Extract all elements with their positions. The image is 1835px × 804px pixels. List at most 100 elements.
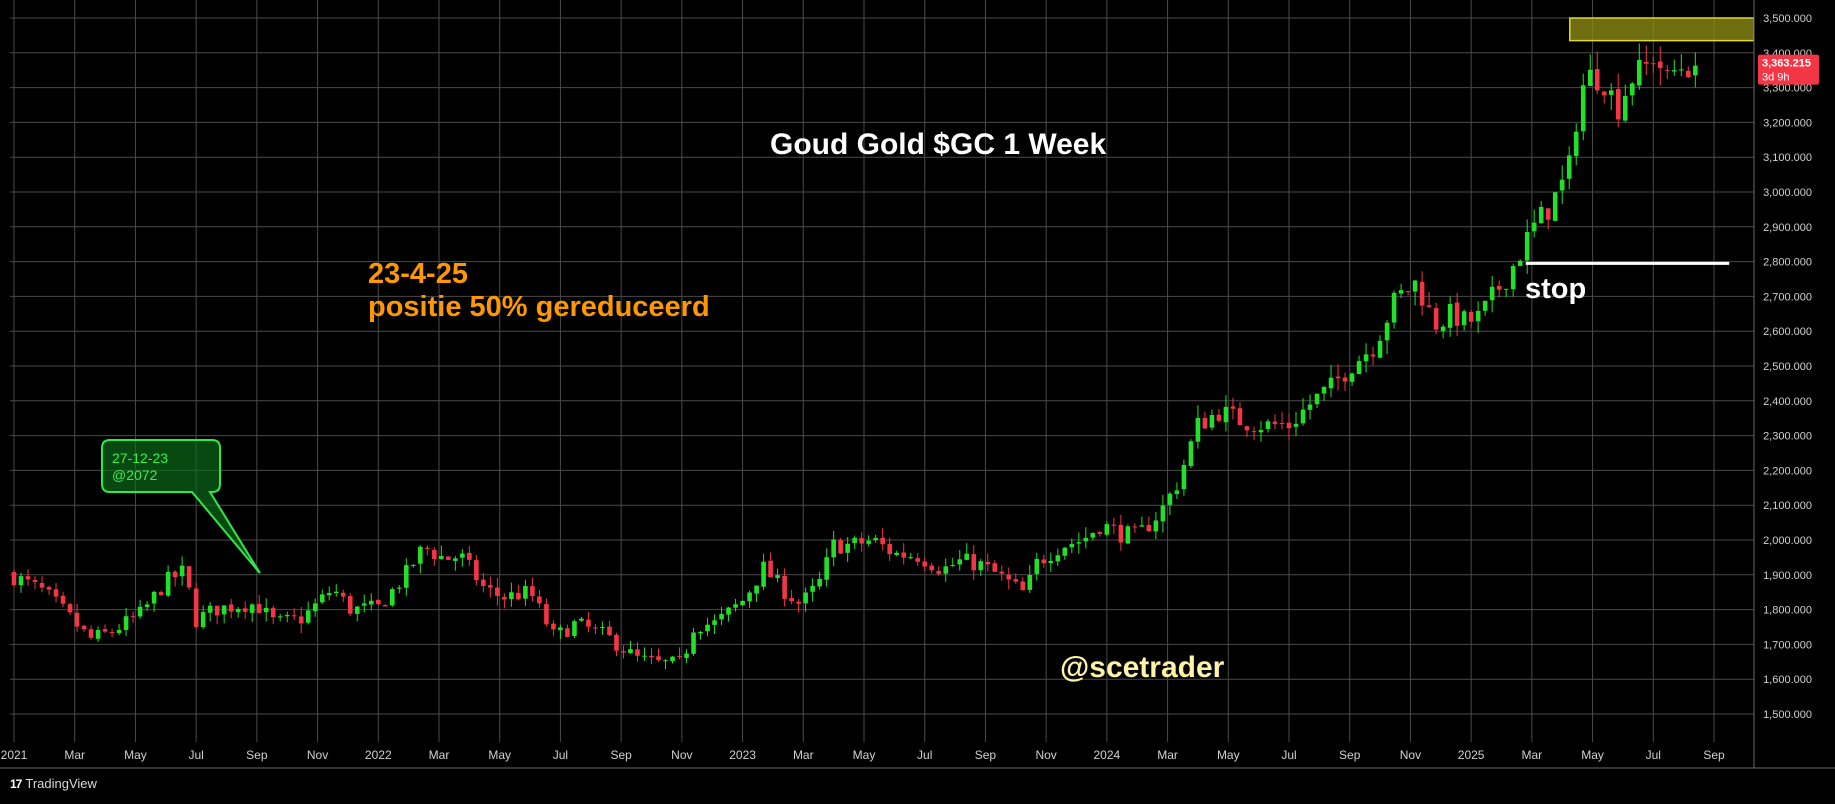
- candle-body: [1216, 414, 1222, 421]
- annotation-date: 23-4-25: [368, 258, 468, 290]
- candle-body: [712, 620, 717, 625]
- candle-body: [1328, 377, 1334, 389]
- price-axis[interactable]: 1,500.000 1,600.000 1,700.000 1,800.000 1,90…: [1763, 13, 1812, 721]
- candle-body: [908, 557, 914, 559]
- candle-body: [516, 592, 521, 600]
- candle-body: [796, 601, 801, 604]
- candle-body: [144, 604, 150, 608]
- candle-body: [656, 656, 661, 661]
- candle-body: [81, 625, 87, 630]
- candle-body: [957, 559, 963, 565]
- tradingview-branding[interactable]: 17 TradingView: [10, 776, 97, 791]
- last-price-tag[interactable]: 3,363.215 3d 9h: [1758, 54, 1819, 85]
- y-tick-label: 2,100.000: [1763, 500, 1812, 512]
- candle-body: [74, 612, 80, 627]
- x-tick-label: Nov: [307, 748, 328, 762]
- entry-callout[interactable]: 27-12-23 @2072: [101, 439, 261, 574]
- candle-body: [817, 578, 822, 587]
- candle-body: [18, 576, 24, 586]
- candle-body: [214, 605, 220, 616]
- candle-body: [761, 561, 766, 587]
- x-tick-label: 2021: [1, 748, 28, 762]
- candle-body: [1013, 579, 1019, 582]
- candle-body: [1069, 543, 1075, 548]
- candle-body: [1160, 505, 1166, 522]
- candle-body: [544, 604, 549, 625]
- candle-body: [971, 554, 977, 571]
- candle-body: [1384, 322, 1390, 341]
- y-tick-label: 2,800.000: [1763, 257, 1812, 269]
- x-tick-label: Nov: [1035, 748, 1056, 762]
- candle-body: [1146, 524, 1152, 532]
- callout-bubble: [101, 439, 261, 574]
- candle-body: [326, 593, 332, 596]
- candle-body: [1419, 281, 1425, 306]
- y-tick-label: 2,500.000: [1763, 361, 1812, 373]
- candle-body: [32, 579, 38, 582]
- candle-body: [978, 561, 984, 571]
- candle-body: [453, 558, 458, 561]
- candle-body: [838, 540, 843, 554]
- candle-body: [221, 605, 227, 615]
- candle-body: [964, 553, 970, 560]
- candle-body: [467, 552, 472, 560]
- candle-body: [565, 628, 570, 637]
- x-tick-label: Jul: [1281, 748, 1296, 762]
- candle-body: [1293, 423, 1299, 427]
- resistance-zone[interactable]: [1569, 17, 1754, 42]
- x-tick-label: Jul: [917, 748, 932, 762]
- candle-body: [1230, 406, 1236, 409]
- x-tick-label: Nov: [671, 748, 692, 762]
- candle-body: [375, 599, 381, 605]
- candle-body: [1041, 559, 1047, 564]
- candle-body: [593, 627, 598, 629]
- candle-body: [249, 604, 255, 613]
- candle-body: [1496, 285, 1502, 290]
- candle-body: [1629, 83, 1635, 96]
- candle-body: [1342, 377, 1348, 382]
- candle-body: [985, 561, 991, 565]
- candle-body: [1447, 303, 1453, 328]
- candle-body: [1104, 524, 1110, 535]
- candle-body: [579, 618, 584, 621]
- candle-body: [1503, 288, 1509, 290]
- candle-body: [866, 540, 871, 544]
- x-tick-label: Sep: [975, 748, 997, 762]
- candle-body: [368, 600, 374, 605]
- candle-body: [1377, 340, 1383, 358]
- candle-body: [418, 546, 423, 564]
- last-price-value: 3,363.215: [1762, 58, 1811, 70]
- candle-body: [614, 634, 619, 651]
- candle-body: [102, 629, 108, 632]
- candle-body: [880, 537, 885, 545]
- candle-body: [1167, 493, 1173, 505]
- candle-body: [943, 566, 949, 574]
- x-tick-label: May: [853, 748, 876, 762]
- y-tick-label: 1,900.000: [1763, 570, 1812, 582]
- candle-body: [67, 604, 73, 613]
- candle-body: [39, 582, 45, 588]
- candle-body: [1531, 222, 1537, 232]
- candle-body: [1412, 280, 1418, 292]
- candle-body: [333, 591, 339, 594]
- candle-body: [999, 571, 1005, 574]
- time-axis[interactable]: 2021 Mar May Jul Sep Nov 2022 Mar May Jul Sep Nov 20…: [1, 748, 1725, 762]
- candle-body: [1006, 574, 1012, 580]
- y-tick-label: 3,300.000: [1763, 83, 1812, 95]
- candle-body: [747, 592, 752, 602]
- x-tick-label: Nov: [1400, 748, 1421, 762]
- candle-body: [130, 616, 136, 618]
- candle-body: [1181, 464, 1187, 490]
- candle-body: [642, 655, 647, 657]
- candle-body: [354, 606, 360, 614]
- y-tick-label: 2,400.000: [1763, 396, 1812, 408]
- x-tick-label: Sep: [1339, 748, 1361, 762]
- candle-body: [1482, 300, 1488, 311]
- candle-body: [810, 585, 815, 592]
- candle-body: [1314, 393, 1320, 405]
- x-tick-label: May: [124, 748, 147, 762]
- candle-body: [586, 619, 591, 627]
- candle-body: [558, 627, 563, 631]
